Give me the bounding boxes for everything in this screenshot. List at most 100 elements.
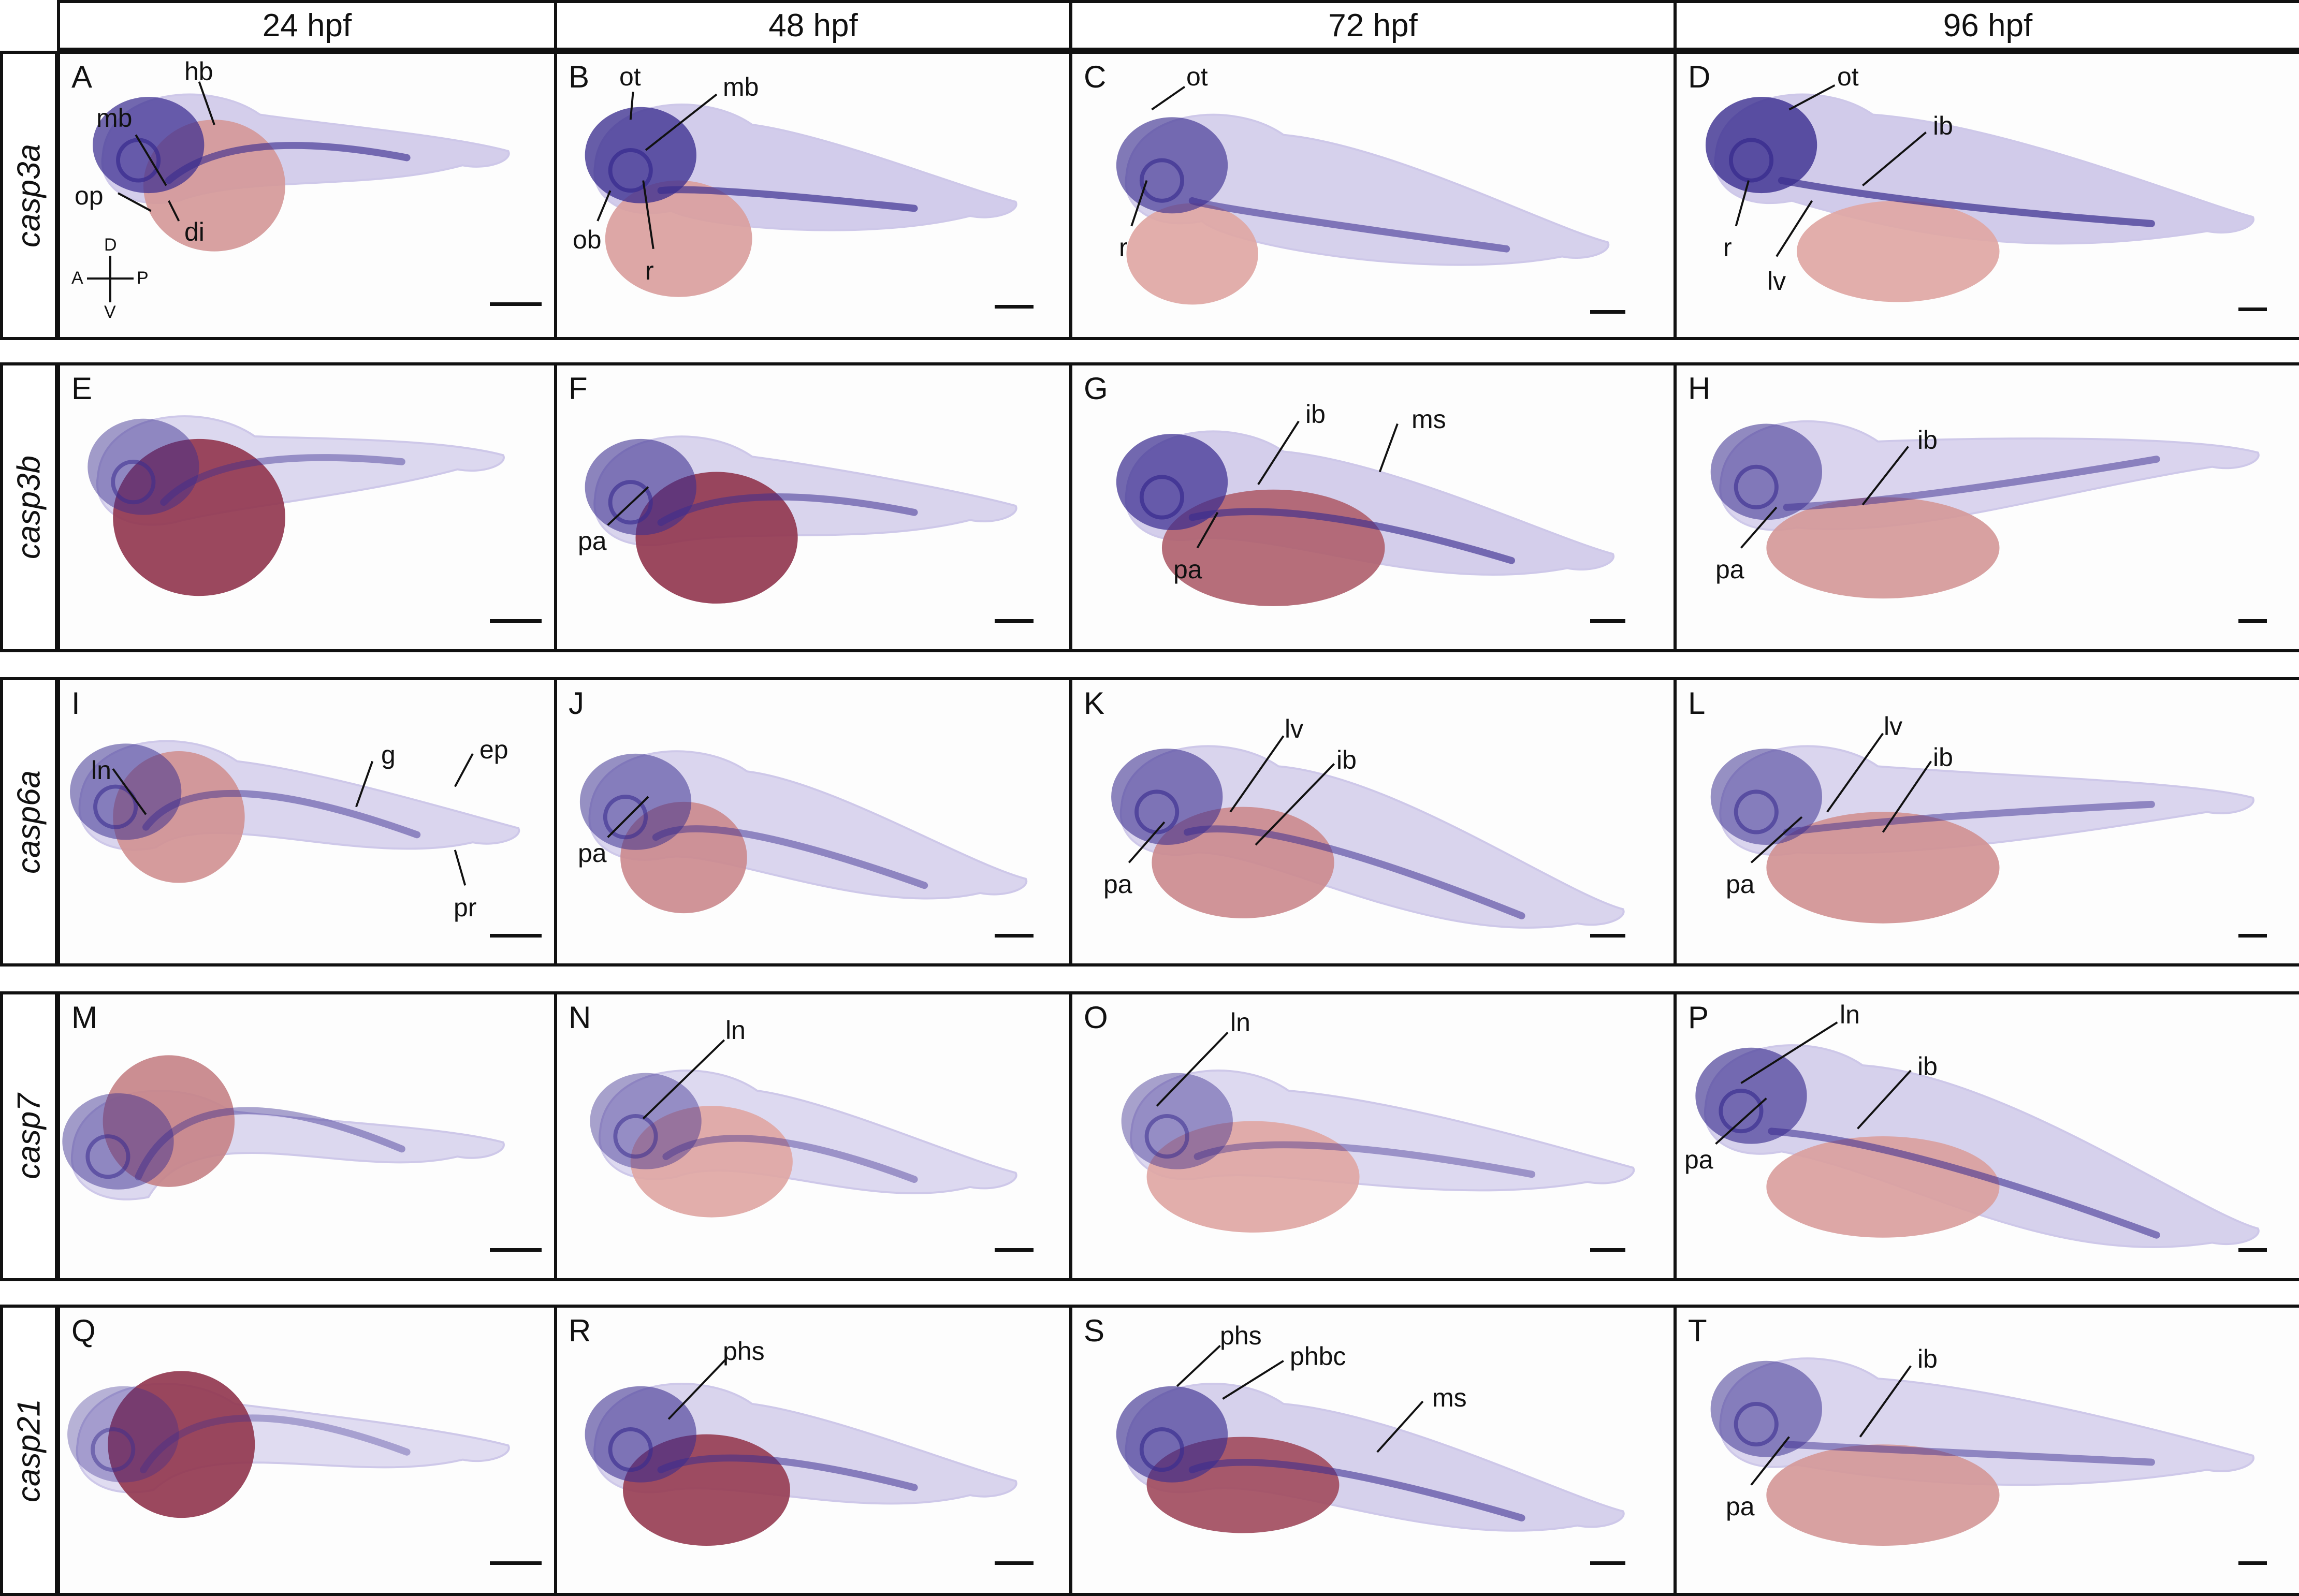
leader-line: [645, 93, 718, 151]
eye: [1734, 1402, 1779, 1447]
leader-lines: [642, 1039, 725, 1120]
embryo-illustration: [585, 435, 1017, 604]
leader-line: [1826, 733, 1884, 813]
panel-letter: M: [71, 1000, 97, 1035]
leader-line: [629, 92, 634, 120]
leader-line: [1857, 1070, 1912, 1130]
scale-bar: [490, 934, 542, 938]
leader-lines: [607, 796, 649, 838]
row-label: casp3b: [0, 362, 58, 652]
leader-lines: [1130, 85, 1186, 227]
structure-label: ms: [1412, 405, 1446, 434]
leader-lines: [60, 994, 554, 1278]
leader-line: [355, 760, 374, 808]
gut-stain: [142, 789, 421, 839]
gut-stain: [1188, 508, 1515, 564]
yolk: [1126, 203, 1258, 305]
eye: [1728, 138, 1774, 183]
structure-label: lv: [1884, 712, 1903, 741]
eye: [85, 1134, 130, 1179]
leader-lines: [118, 81, 215, 222]
column-header: 48 hpf: [554, 0, 1072, 51]
structure-label: phs: [1220, 1321, 1262, 1350]
gut-stain: [657, 186, 918, 212]
gut-stain: [1188, 1458, 1525, 1522]
yolk: [1766, 812, 2000, 924]
leader-line: [1750, 1436, 1790, 1486]
scale-bar: [1590, 619, 1625, 623]
leader-line: [1151, 85, 1186, 111]
panel-letter: O: [1084, 1000, 1108, 1035]
structure-label: r: [1119, 233, 1128, 262]
gut-stain: [1194, 1141, 1536, 1178]
panel-letter: P: [1688, 1000, 1709, 1035]
panel-letter: N: [569, 1000, 591, 1035]
panel-letter: G: [1084, 371, 1108, 406]
structure-label: di: [184, 217, 205, 246]
leader-line: [1882, 760, 1932, 833]
yolk: [1146, 1121, 1360, 1233]
structure-label: ln: [725, 1016, 746, 1045]
panel-letter: B: [569, 60, 590, 94]
leader-line: [1715, 1097, 1767, 1145]
leader-line: [1255, 763, 1335, 846]
structure-label: phbc: [1290, 1342, 1346, 1371]
leader-lines: [60, 365, 554, 649]
structure-label: ob: [573, 225, 602, 254]
eye: [613, 1114, 658, 1159]
yolk: [605, 180, 752, 297]
leader-line: [1788, 84, 1836, 111]
scale-bar: [2238, 619, 2267, 623]
structure-label: ms: [1432, 1383, 1467, 1412]
panel-letter: I: [71, 686, 80, 721]
structure-label: mb: [96, 104, 133, 133]
leader-line: [1859, 1365, 1912, 1438]
leader-line: [1176, 1344, 1221, 1387]
orientation-d: D: [104, 235, 117, 255]
structure-label: ep: [479, 735, 508, 764]
eye: [1139, 475, 1184, 520]
panel-letter: L: [1688, 686, 1706, 721]
leader-line: [1750, 816, 1803, 863]
gut-stain: [1783, 456, 2160, 511]
panel-m: M: [57, 991, 557, 1281]
embryo-illustration: [1121, 1070, 1635, 1233]
leader-lines: [1176, 1344, 1424, 1453]
scale-bar: [995, 619, 1034, 623]
eye: [1719, 1089, 1764, 1134]
orientation-glyph: D V A P: [71, 235, 154, 323]
structure-label: ib: [1933, 743, 1953, 772]
leader-line: [1861, 446, 1909, 506]
structure-label: ln: [91, 756, 111, 785]
leader-line: [667, 1357, 728, 1420]
panel-letter: J: [569, 686, 584, 721]
scale-bar: [1590, 310, 1625, 314]
embryo-illustration: [590, 1070, 1017, 1218]
leader-lines: [1735, 84, 1927, 257]
gut-stain: [165, 142, 411, 184]
row-label: casp3a: [0, 51, 58, 340]
structure-label: pa: [1726, 1492, 1755, 1521]
eye: [608, 1427, 653, 1472]
leader-lines: [112, 753, 474, 886]
eye: [608, 148, 653, 193]
leader-line: [642, 1039, 725, 1120]
scale-bar: [1590, 1248, 1625, 1252]
gut-stain: [657, 1454, 918, 1491]
embryo-body: [1714, 93, 2254, 245]
row-label: casp6a: [0, 677, 58, 967]
structure-label: r: [1723, 233, 1732, 262]
eye: [603, 795, 648, 840]
leader-line: [1196, 511, 1219, 549]
gut-stain: [652, 825, 928, 889]
leader-lines: [1750, 1365, 1912, 1486]
